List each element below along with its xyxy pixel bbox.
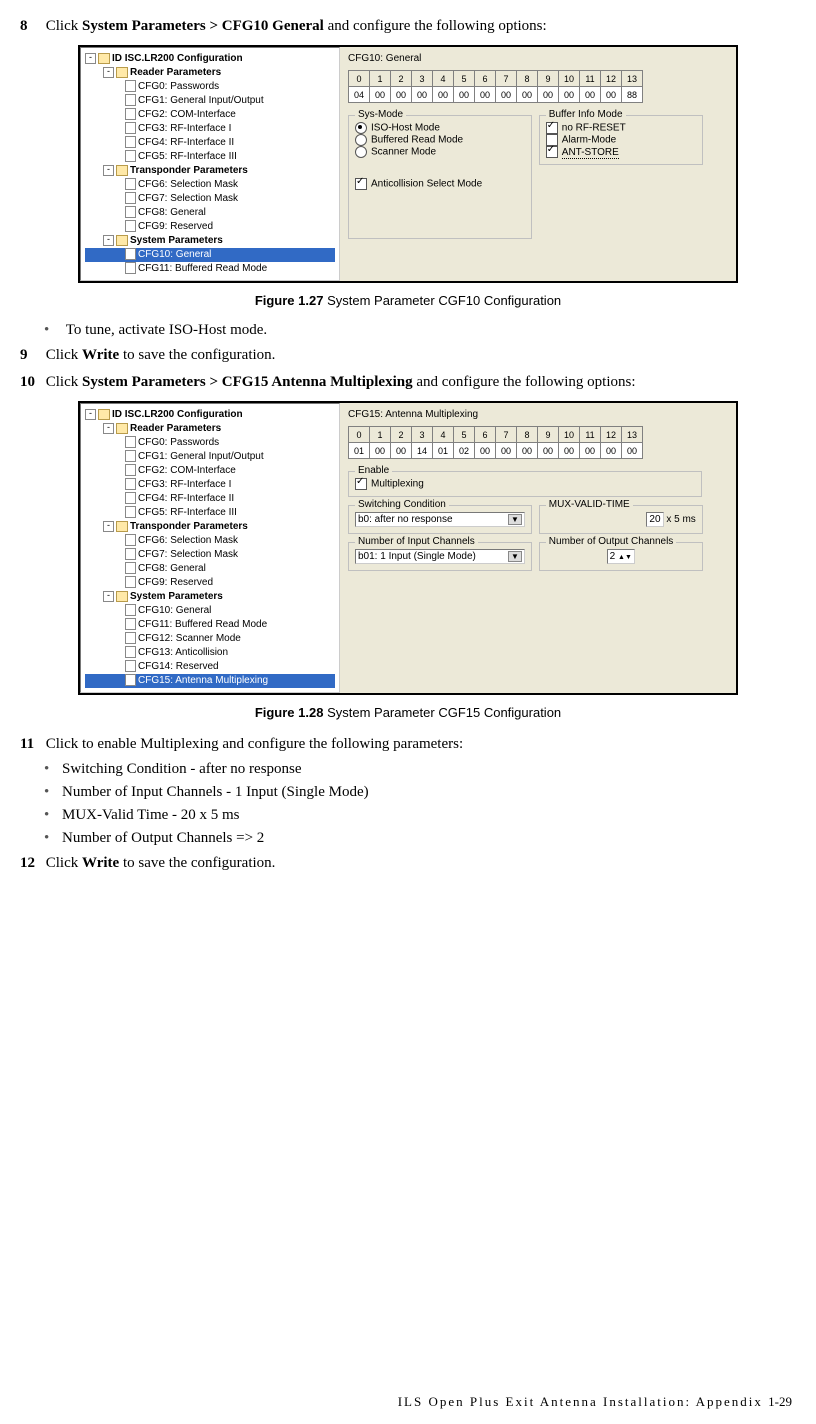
radio-iso-host[interactable]: [355, 122, 367, 134]
tree-item[interactable]: CFG2: COM-Interface: [85, 108, 335, 122]
step-text: Click System Parameters > CFG10 General …: [46, 16, 786, 37]
tree-item[interactable]: CFG0: Passwords: [85, 436, 335, 450]
tree-item[interactable]: CFG4: RF-Interface II: [85, 136, 335, 150]
tree-item[interactable]: CFG0: Passwords: [85, 80, 335, 94]
tree-item[interactable]: CFG2: COM-Interface: [85, 464, 335, 478]
buffer-info-group: Buffer Info Mode no RF-RESET Alarm-Mode …: [539, 115, 703, 165]
page-footer: ILS Open Plus Exit Antenna Installation:…: [398, 1394, 792, 1410]
panel-title: CFG10: General: [348, 53, 728, 64]
tree-item[interactable]: CFG13: Anticollision: [85, 646, 335, 660]
step-12: 12 Click Write to save the configuration…: [20, 853, 796, 874]
check-anticollision[interactable]: [355, 178, 367, 190]
output-channels-group: Number of Output Channels 2 ▲▼: [539, 542, 703, 571]
byte-table-2: 012345678910111213 010000140102000000000…: [348, 426, 643, 459]
mux-valid-time-group: MUX-VALID-TIME 20 x 5 ms: [539, 505, 703, 534]
tree-item[interactable]: CFG6: Selection Mask: [85, 178, 335, 192]
check-no-rf-reset[interactable]: [546, 122, 558, 134]
tree-item[interactable]: CFG11: Buffered Read Mode: [85, 618, 335, 632]
tree-item[interactable]: CFG11: Buffered Read Mode: [85, 262, 335, 276]
tree-item[interactable]: CFG3: RF-Interface I: [85, 122, 335, 136]
mux-time-input[interactable]: 20: [646, 512, 663, 527]
tree-item[interactable]: CFG10: General: [85, 248, 335, 262]
tree-item[interactable]: CFG9: Reserved: [85, 576, 335, 590]
radio-scanner[interactable]: [355, 146, 367, 158]
step-9: 9 Click Write to save the configuration.: [20, 345, 796, 366]
tree-item[interactable]: CFG14: Reserved: [85, 660, 335, 674]
tree-item[interactable]: CFG1: General Input/Output: [85, 450, 335, 464]
tree-item[interactable]: CFG3: RF-Interface I: [85, 478, 335, 492]
sys-mode-group: Sys-Mode ISO-Host Mode Buffered Read Mod…: [348, 115, 532, 239]
figure-1-28: -ID ISC.LR200 Configuration -Reader Para…: [20, 401, 796, 695]
tree-item[interactable]: CFG9: Reserved: [85, 220, 335, 234]
tree-item[interactable]: CFG7: Selection Mask: [85, 192, 335, 206]
input-channels-group: Number of Input Channels b01: 1 Input (S…: [348, 542, 532, 571]
bullet-dot: •: [44, 322, 62, 339]
byte-table: 012345678910111213 040000000000000000000…: [348, 70, 643, 103]
chevron-down-icon: ▼: [508, 551, 522, 562]
step-8: 8 Click System Parameters > CFG10 Genera…: [20, 16, 796, 37]
switching-condition-combo[interactable]: b0: after no response▼: [355, 512, 525, 527]
step-num: 8: [20, 16, 42, 37]
tree-item[interactable]: CFG8: General: [85, 206, 335, 220]
cfg15-panel: CFG15: Antenna Multiplexing 012345678910…: [340, 403, 736, 693]
tree-item[interactable]: CFG1: General Input/Output: [85, 94, 335, 108]
panel-title: CFG15: Antenna Multiplexing: [348, 409, 728, 420]
figure-1-27: -ID ISC.LR200 Configuration -Reader Para…: [20, 45, 796, 283]
tree-item[interactable]: CFG5: RF-Interface III: [85, 506, 335, 520]
radio-buffered[interactable]: [355, 134, 367, 146]
step-11: 11 Click to enable Multiplexing and conf…: [20, 734, 796, 755]
cfg10-panel: CFG10: General 012345678910111213 040000…: [340, 47, 736, 281]
tree-item[interactable]: CFG5: RF-Interface III: [85, 150, 335, 164]
chevron-down-icon: ▼: [508, 514, 522, 525]
tree-item[interactable]: CFG7: Selection Mask: [85, 548, 335, 562]
tree-item[interactable]: CFG15: Antenna Multiplexing: [85, 674, 335, 688]
enable-group: Enable Multiplexing: [348, 471, 702, 497]
check-multiplexing[interactable]: [355, 478, 367, 490]
tree-item[interactable]: CFG10: General: [85, 604, 335, 618]
config-tree-2: -ID ISC.LR200 Configuration -Reader Para…: [80, 403, 340, 693]
tree-item[interactable]: CFG4: RF-Interface II: [85, 492, 335, 506]
tree-item[interactable]: CFG12: Scanner Mode: [85, 632, 335, 646]
tree-item[interactable]: CFG6: Selection Mask: [85, 534, 335, 548]
check-ant-store[interactable]: [546, 146, 558, 158]
config-tree: -ID ISC.LR200 Configuration -Reader Para…: [80, 47, 340, 281]
tree-item[interactable]: CFG8: General: [85, 562, 335, 576]
bullet-row: • To tune, activate ISO-Host mode.: [44, 322, 796, 339]
output-channels-input[interactable]: 2 ▲▼: [607, 549, 635, 564]
input-channels-combo[interactable]: b01: 1 Input (Single Mode)▼: [355, 549, 525, 564]
step-10: 10 Click System Parameters > CFG15 Anten…: [20, 372, 796, 393]
figure-1-27-caption: Figure 1.27 System Parameter CGF10 Confi…: [20, 293, 796, 308]
figure-1-28-caption: Figure 1.28 System Parameter CGF15 Confi…: [20, 705, 796, 720]
switching-condition-group: Switching Condition b0: after no respons…: [348, 505, 532, 534]
